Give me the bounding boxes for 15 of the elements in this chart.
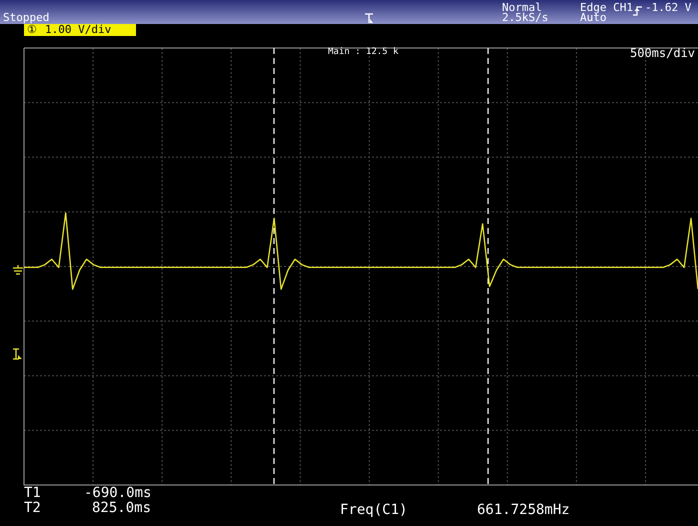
text: 500ms/div bbox=[630, 46, 696, 60]
text: Edge CH1 bbox=[580, 1, 633, 14]
text: Freq(C1) bbox=[340, 502, 408, 518]
text: Normal bbox=[502, 1, 542, 14]
text: -1.62 V bbox=[645, 1, 692, 14]
text: ① bbox=[27, 23, 37, 36]
text: T2 bbox=[24, 500, 41, 516]
text: -690.0ms bbox=[84, 485, 152, 501]
text: Stopped bbox=[3, 11, 50, 24]
text: T1 bbox=[24, 485, 41, 501]
text: 2.5kS/s bbox=[502, 11, 548, 24]
text: 1.00 V/div bbox=[45, 23, 112, 36]
text: Main : 12.5 k bbox=[328, 47, 398, 57]
text: 661.7258mHz bbox=[477, 502, 570, 518]
text: 825.0ms bbox=[92, 500, 152, 516]
